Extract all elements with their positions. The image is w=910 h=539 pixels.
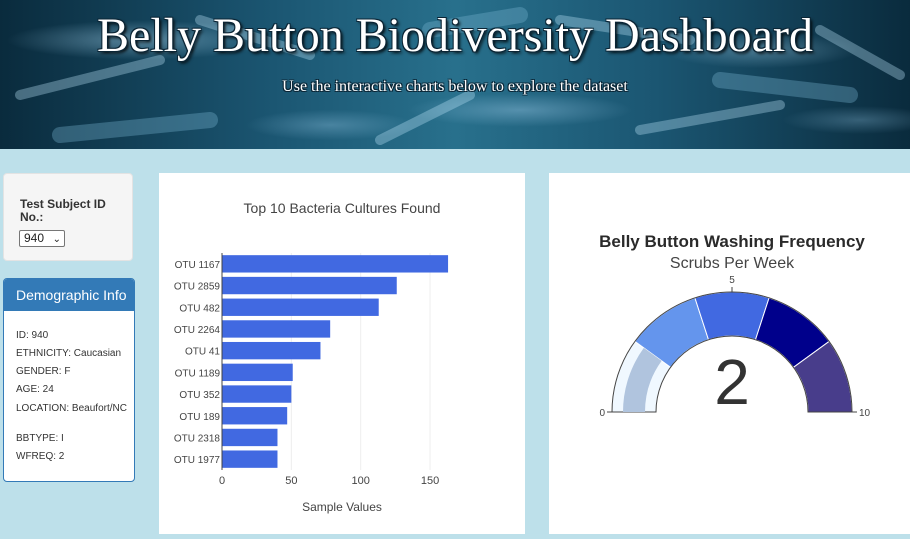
gauge-chart[interactable]: Belly Button Washing Frequency Scrubs Pe… <box>549 173 910 534</box>
gauge-tick-label: 10 <box>859 408 871 419</box>
demographic-info-heading: Demographic Info <box>4 279 134 311</box>
bar-chart-y-tick-label: OTU 41 <box>185 347 220 358</box>
demographic-info-panel: Demographic Info ID: 940 ETHNICITY: Cauc… <box>3 278 135 482</box>
bar-chart-bar[interactable] <box>222 298 379 316</box>
gauge-value-bar <box>623 347 662 412</box>
bar-chart-y-tick-label: OTU 1189 <box>175 368 221 379</box>
bar-chart-x-tick-label: 0 <box>219 475 225 487</box>
bar-chart-y-tick-label: OTU 352 <box>179 390 220 401</box>
bar-chart-y-tick-label: OTU 1167 <box>175 260 221 271</box>
demographic-gender: GENDER: F <box>16 366 71 377</box>
bar-chart-bar[interactable] <box>222 407 288 425</box>
chevron-down-icon: ⌄ <box>52 234 61 245</box>
bar-chart-y-tick-label: OTU 2318 <box>174 433 221 444</box>
gauge-value-number: 2 <box>714 346 750 418</box>
bar-chart-bar[interactable] <box>222 363 293 382</box>
bar-chart-title: Top 10 Bacteria Cultures Found <box>244 200 441 216</box>
header-banner: Belly Button Biodiversity Dashboard Use … <box>0 0 910 149</box>
bar-chart-y-tick-label: OTU 482 <box>179 303 220 314</box>
gauge-tick-label: 0 <box>599 408 605 419</box>
gauge-title: Belly Button Washing Frequency <box>599 232 865 251</box>
bar-chart-card: Top 10 Bacteria Cultures Found OTU 1167 O… <box>159 173 525 534</box>
bar-chart-bar[interactable] <box>222 450 278 468</box>
bar-chart-bar[interactable] <box>222 385 292 403</box>
subject-id-selected-value: 940 <box>24 231 45 245</box>
bar-chart-bar[interactable] <box>222 320 331 338</box>
bar-chart[interactable]: Top 10 Bacteria Cultures Found OTU 1167 O… <box>159 173 525 534</box>
subject-id-dropdown[interactable]: 940 ⌄ <box>19 230 65 247</box>
bar-chart-x-tick-label: 150 <box>421 475 439 487</box>
gauge-outline <box>611 291 853 413</box>
page-subtitle: Use the interactive charts below to expl… <box>282 78 628 95</box>
gauge-tick-label: 5 <box>729 275 735 286</box>
bacteria-background-image <box>15 7 905 145</box>
demographic-bbtype: BBTYPE: I <box>16 433 64 444</box>
bar-chart-y-tick-label: OTU 189 <box>179 412 220 423</box>
bar-chart-bar[interactable] <box>222 428 278 447</box>
subject-selector-panel: Test Subject ID No.: 940 ⌄ <box>3 173 133 261</box>
bar-chart-bar[interactable] <box>222 276 397 295</box>
bar-chart-y-tick-label: OTU 2859 <box>174 282 221 293</box>
bar-chart-x-axis-label: Sample Values <box>302 500 382 514</box>
bar-chart-bar[interactable] <box>222 341 321 360</box>
bar-chart-x-tick-label: 50 <box>285 475 297 487</box>
bar-chart-bar[interactable] <box>222 255 449 273</box>
demographic-id: ID: 940 <box>16 330 49 341</box>
bar-chart-y-tick-label: OTU 1977 <box>174 455 221 466</box>
demographic-age: AGE: 24 <box>16 384 54 395</box>
demographic-wfreq: WFREQ: 2 <box>16 451 65 462</box>
bar-chart-y-tick-label: OTU 2264 <box>174 325 221 336</box>
bar-chart-x-tick-label: 100 <box>352 475 370 487</box>
subject-selector-label: Test Subject ID No.: <box>20 197 106 224</box>
page-title: Belly Button Biodiversity Dashboard <box>97 9 813 62</box>
gauge-subtitle: Scrubs Per Week <box>670 255 795 272</box>
gauge-chart-card: Belly Button Washing Frequency Scrubs Pe… <box>549 173 910 534</box>
demographic-ethnicity: ETHNICITY: Caucasian <box>16 348 122 359</box>
demographic-location: LOCATION: Beaufort/NC <box>16 403 127 414</box>
